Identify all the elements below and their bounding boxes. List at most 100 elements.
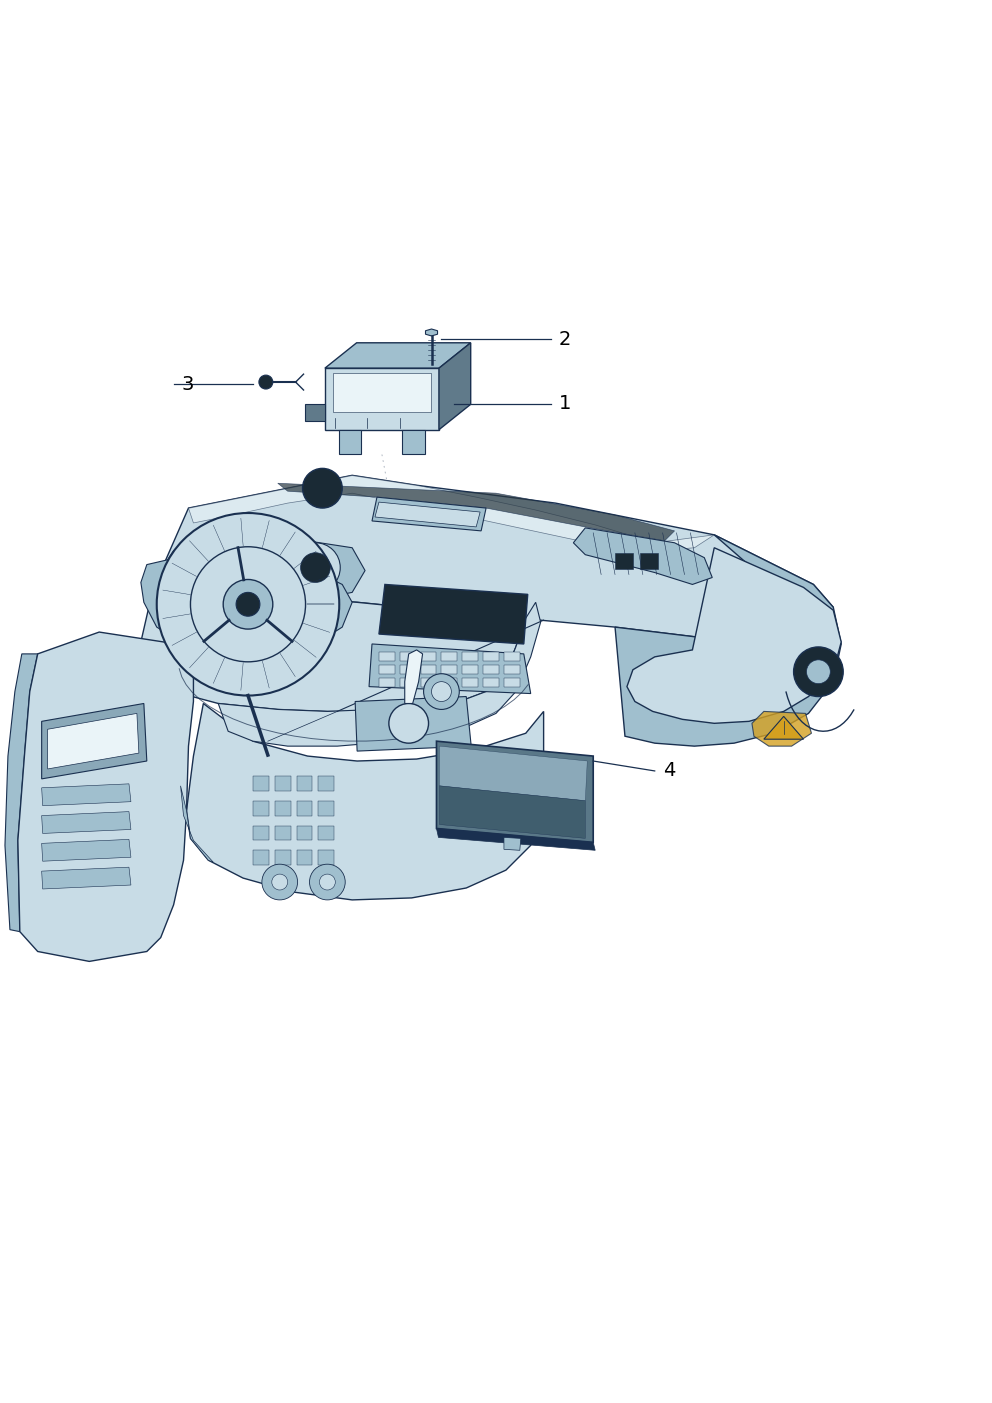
Polygon shape — [275, 850, 291, 866]
Circle shape — [236, 592, 260, 616]
Polygon shape — [615, 553, 633, 568]
Polygon shape — [42, 839, 131, 861]
Circle shape — [259, 375, 273, 389]
Polygon shape — [42, 703, 147, 779]
Polygon shape — [275, 825, 291, 840]
Circle shape — [389, 703, 429, 744]
Circle shape — [303, 469, 342, 508]
Polygon shape — [436, 741, 593, 842]
Polygon shape — [333, 373, 431, 412]
Polygon shape — [369, 644, 531, 693]
Text: 2: 2 — [558, 330, 570, 349]
Polygon shape — [379, 652, 395, 661]
Polygon shape — [405, 650, 423, 703]
Polygon shape — [462, 652, 478, 661]
Polygon shape — [297, 801, 312, 815]
Polygon shape — [462, 665, 478, 673]
Polygon shape — [161, 537, 365, 602]
Polygon shape — [379, 585, 528, 644]
Polygon shape — [640, 553, 658, 568]
Polygon shape — [338, 429, 361, 455]
Polygon shape — [441, 678, 457, 686]
Polygon shape — [5, 654, 38, 932]
Circle shape — [806, 659, 830, 683]
Polygon shape — [297, 825, 312, 840]
Polygon shape — [400, 652, 416, 661]
Circle shape — [157, 513, 339, 696]
Polygon shape — [436, 829, 595, 850]
Polygon shape — [627, 547, 841, 724]
Polygon shape — [42, 784, 131, 805]
Polygon shape — [325, 342, 470, 368]
Polygon shape — [441, 665, 457, 673]
Polygon shape — [181, 786, 213, 863]
Polygon shape — [483, 665, 499, 673]
Polygon shape — [18, 633, 193, 961]
Polygon shape — [42, 867, 131, 890]
Polygon shape — [141, 564, 526, 711]
Circle shape — [272, 874, 288, 890]
Circle shape — [291, 543, 340, 592]
Polygon shape — [421, 678, 436, 686]
Polygon shape — [441, 652, 457, 661]
Polygon shape — [141, 553, 352, 654]
Circle shape — [432, 682, 451, 702]
Polygon shape — [253, 825, 269, 840]
Polygon shape — [752, 711, 811, 746]
Polygon shape — [403, 429, 426, 455]
Polygon shape — [306, 404, 325, 421]
Circle shape — [203, 537, 263, 598]
Polygon shape — [48, 713, 139, 769]
Polygon shape — [504, 838, 521, 850]
Circle shape — [424, 673, 459, 710]
Polygon shape — [164, 476, 833, 644]
Polygon shape — [483, 652, 499, 661]
Polygon shape — [275, 801, 291, 815]
Polygon shape — [355, 696, 471, 751]
Polygon shape — [421, 665, 436, 673]
Polygon shape — [504, 678, 520, 686]
Circle shape — [223, 579, 273, 629]
Text: 4: 4 — [663, 762, 675, 780]
Circle shape — [190, 547, 306, 662]
Polygon shape — [439, 746, 587, 801]
Polygon shape — [42, 811, 131, 833]
Polygon shape — [253, 776, 269, 791]
Circle shape — [319, 874, 335, 890]
Polygon shape — [318, 850, 334, 866]
Polygon shape — [218, 602, 541, 746]
Polygon shape — [421, 652, 436, 661]
Polygon shape — [439, 786, 585, 839]
Polygon shape — [504, 652, 520, 661]
Polygon shape — [375, 502, 480, 528]
Text: 1: 1 — [558, 394, 570, 414]
Polygon shape — [275, 776, 291, 791]
Polygon shape — [504, 665, 520, 673]
Polygon shape — [318, 801, 334, 815]
Circle shape — [310, 864, 345, 899]
Polygon shape — [462, 678, 478, 686]
Circle shape — [262, 864, 298, 899]
Polygon shape — [379, 665, 395, 673]
Circle shape — [215, 550, 251, 585]
Polygon shape — [278, 483, 675, 540]
Text: 3: 3 — [182, 375, 193, 394]
Polygon shape — [253, 801, 269, 815]
Polygon shape — [615, 535, 841, 746]
Polygon shape — [325, 368, 438, 429]
Polygon shape — [483, 678, 499, 686]
Polygon shape — [379, 678, 395, 686]
Polygon shape — [253, 850, 269, 866]
Circle shape — [794, 647, 843, 696]
Circle shape — [301, 553, 330, 582]
Polygon shape — [400, 665, 416, 673]
Polygon shape — [400, 678, 416, 686]
Polygon shape — [426, 330, 437, 335]
Polygon shape — [438, 342, 470, 429]
Polygon shape — [318, 825, 334, 840]
Polygon shape — [297, 776, 312, 791]
Polygon shape — [764, 717, 804, 739]
Polygon shape — [372, 497, 486, 530]
Polygon shape — [573, 528, 712, 585]
Polygon shape — [297, 850, 312, 866]
